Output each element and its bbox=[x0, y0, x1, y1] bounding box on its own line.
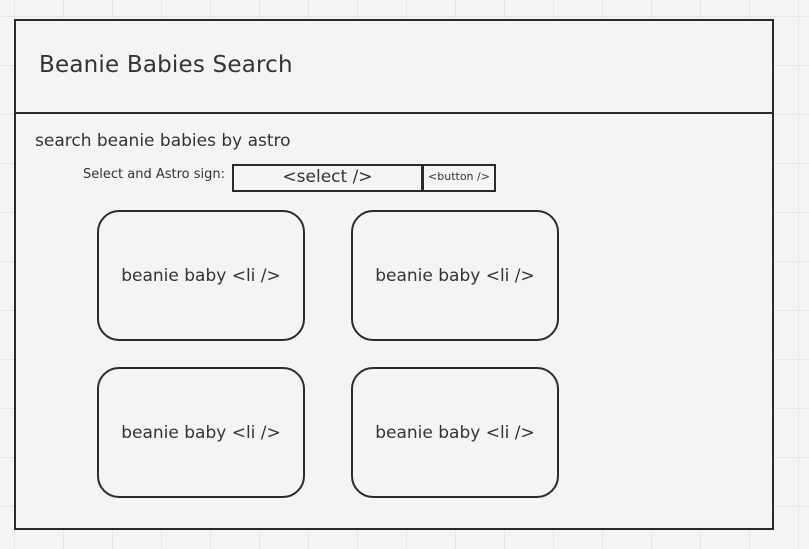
astro-sign-select[interactable]: <select /> bbox=[232, 164, 423, 192]
beanie-baby-list-item[interactable]: beanie baby <li /> bbox=[97, 210, 305, 341]
beanie-baby-list-item[interactable]: beanie baby <li /> bbox=[351, 210, 559, 341]
search-heading: search beanie babies by astro bbox=[35, 131, 291, 151]
beanie-baby-list-item[interactable]: beanie baby <li /> bbox=[97, 367, 305, 498]
page-header: Beanie Babies Search bbox=[16, 21, 772, 114]
page-title: Beanie Babies Search bbox=[39, 52, 293, 78]
beanie-baby-list-item[interactable]: beanie baby <li /> bbox=[351, 367, 559, 498]
astro-select-label: Select and Astro sign: bbox=[83, 167, 225, 182]
search-button[interactable]: <button /> bbox=[422, 164, 496, 192]
wireframe-frame: Beanie Babies Search search beanie babie… bbox=[14, 19, 774, 530]
